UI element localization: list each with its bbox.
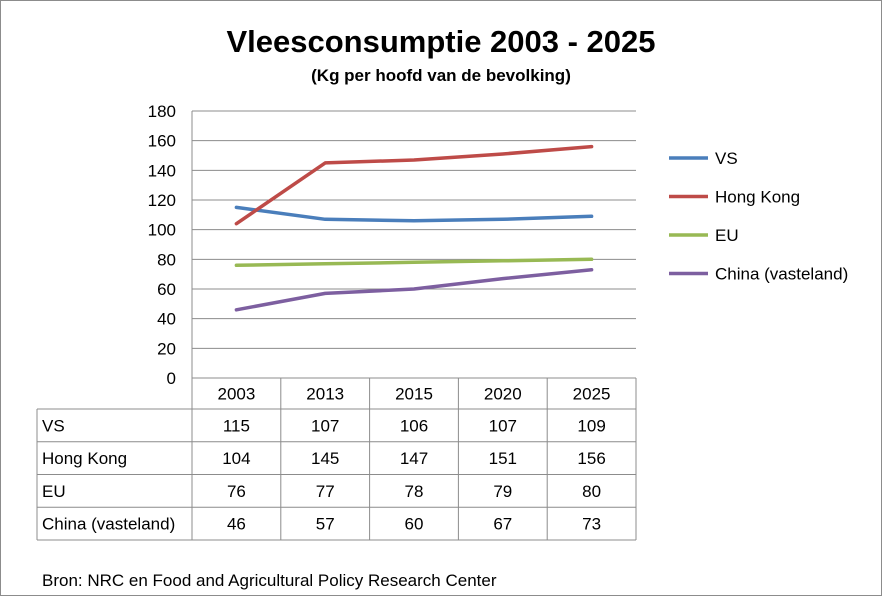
y-tick-label: 60 bbox=[157, 280, 176, 299]
table-row-label: EU bbox=[42, 482, 66, 501]
table-cell-value: 151 bbox=[489, 449, 517, 468]
table-row-label: VS bbox=[42, 416, 65, 435]
table-cell-value: 115 bbox=[223, 416, 250, 435]
table-cell-value: 104 bbox=[222, 449, 250, 468]
x-tick-label: 2020 bbox=[484, 385, 522, 404]
x-tick-label: 2025 bbox=[573, 385, 611, 404]
y-axis-ticks: 0 20 40 60 80 100 120 140 160 180 bbox=[148, 102, 176, 388]
x-tick-label: 2013 bbox=[306, 385, 344, 404]
table-cell-value: 79 bbox=[493, 482, 512, 501]
chart-subtitle: (Kg per hoofd van de bevolking) bbox=[311, 66, 571, 85]
source-note: Bron: NRC en Food and Agricultural Polic… bbox=[42, 571, 497, 590]
table-cell-value: 147 bbox=[400, 449, 428, 468]
legend-label: Hong Kong bbox=[715, 188, 800, 207]
table-cell-value: 106 bbox=[400, 416, 428, 435]
series-line bbox=[234, 257, 594, 268]
table-cell-value: 145 bbox=[311, 449, 339, 468]
legend-label: China (vasteland) bbox=[715, 265, 848, 284]
legend: VS Hong Kong EU China (vasteland) bbox=[669, 149, 848, 284]
legend-label: EU bbox=[715, 226, 739, 245]
table-cell-value: 107 bbox=[311, 416, 339, 435]
series-line bbox=[234, 267, 594, 312]
chart-title: Vleesconsumptie 2003 - 2025 bbox=[226, 24, 655, 59]
y-tick-label: 160 bbox=[148, 132, 176, 151]
gridlines bbox=[191, 110, 636, 378]
y-tick-label: 80 bbox=[157, 250, 176, 269]
table-cell-value: 57 bbox=[316, 515, 335, 534]
table-row-label: Hong Kong bbox=[42, 449, 127, 468]
y-tick-label: 140 bbox=[148, 161, 176, 180]
table-cell-value: 60 bbox=[405, 515, 424, 534]
legend-label: VS bbox=[715, 149, 738, 168]
table-cell-value: 109 bbox=[577, 416, 605, 435]
y-tick-label: 180 bbox=[148, 102, 176, 121]
y-tick-label: 0 bbox=[167, 369, 176, 388]
table-row-label: China (vasteland) bbox=[42, 515, 175, 534]
table-cell-value: 73 bbox=[582, 515, 601, 534]
y-tick-label: 40 bbox=[157, 310, 176, 329]
series-line bbox=[234, 144, 594, 226]
table-cell-value: 46 bbox=[227, 515, 246, 534]
table-cell-value: 77 bbox=[316, 482, 335, 501]
table-cell-value: 67 bbox=[493, 515, 512, 534]
series-line bbox=[234, 205, 594, 223]
y-tick-label: 20 bbox=[157, 339, 176, 358]
table-cell-value: 107 bbox=[489, 416, 517, 435]
table-cell-value: 76 bbox=[227, 482, 246, 501]
x-tick-label: 2003 bbox=[217, 385, 255, 404]
series-lines bbox=[234, 144, 594, 312]
data-table: 2003 2013 2015 2020 2025 VS 115 107 106 107 109 Hon… bbox=[36, 377, 637, 541]
table-cell-value: 80 bbox=[582, 482, 601, 501]
y-tick-label: 120 bbox=[148, 191, 176, 210]
y-tick-label: 100 bbox=[148, 221, 176, 240]
x-tick-label: 2015 bbox=[395, 385, 433, 404]
table-cell-value: 78 bbox=[405, 482, 424, 501]
table-cell-value: 156 bbox=[577, 449, 605, 468]
